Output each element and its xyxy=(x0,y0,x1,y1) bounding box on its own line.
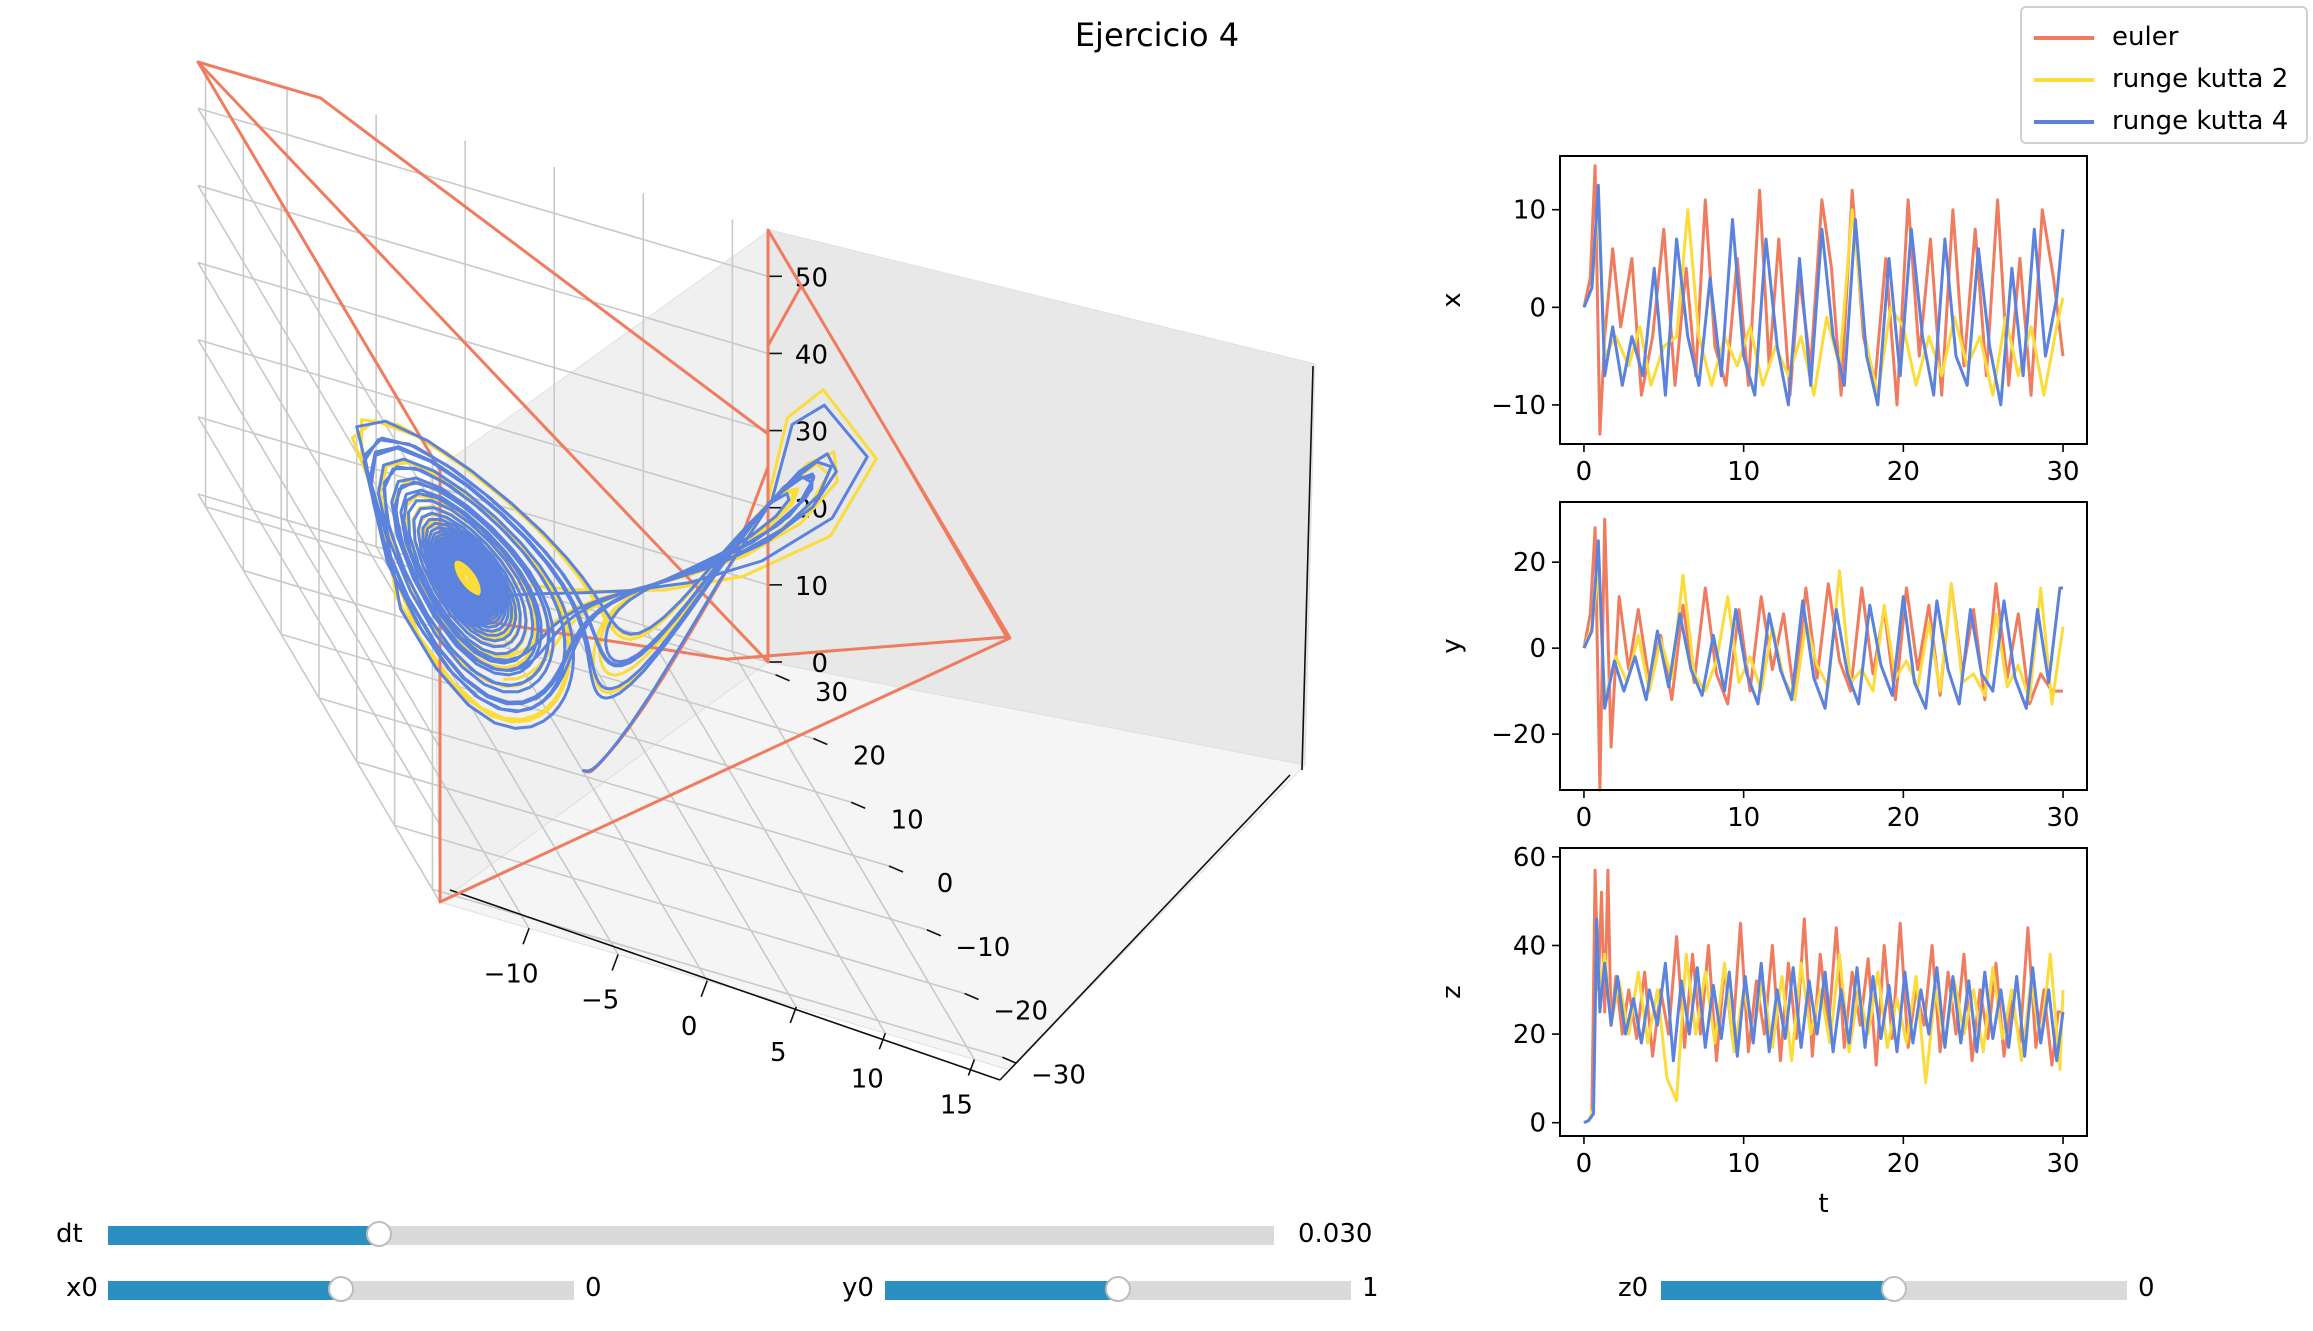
x-tick-label-x: 10 xyxy=(1727,457,1760,487)
x-axis-label: t xyxy=(1818,1189,1828,1219)
series-euler-z xyxy=(1583,868,2063,1125)
trajectory-3d-runge-kutta-4 xyxy=(355,403,869,773)
y-tick-label-z: 20 xyxy=(1513,1020,1546,1050)
y0-slider[interactable] xyxy=(885,1275,1351,1302)
z0-slider-fill xyxy=(1661,1281,1894,1300)
z0-label: z0 xyxy=(1618,1273,1649,1303)
dt-label: dt xyxy=(56,1219,83,1249)
series-euler-y xyxy=(1582,517,2063,792)
x3d-tick-label: 5 xyxy=(770,1038,787,1068)
axes-frame-z xyxy=(1559,847,2088,1137)
x-axis-line xyxy=(449,889,1001,1081)
x-tick-label-z: 30 xyxy=(2046,1149,2079,1179)
x3d-tick-label: −5 xyxy=(581,986,619,1016)
pane-floor xyxy=(438,661,1307,1071)
axes-frame-y xyxy=(1559,501,2088,791)
y-axis-label-z: z xyxy=(1437,985,1467,999)
dt-slider-fill xyxy=(108,1226,379,1245)
legend-item-euler: euler xyxy=(2034,18,2304,58)
figure-title: Ejercicio 4 xyxy=(1075,16,1239,54)
trajectories-3d xyxy=(196,60,1012,904)
x0-label: x0 xyxy=(66,1273,98,1303)
z0-slider-handle[interactable] xyxy=(1881,1275,1907,1302)
y-tick-label-z: 40 xyxy=(1513,931,1546,961)
y-tick-label-x: 10 xyxy=(1513,196,1546,226)
x0-slider[interactable] xyxy=(108,1275,574,1302)
y-tick-label-x: 0 xyxy=(1529,293,1546,323)
y0-slider-handle[interactable] xyxy=(1105,1275,1131,1302)
legend-item-rk2: runge kutta 2 xyxy=(2034,60,2304,100)
series-runge-kutta-2-x xyxy=(1582,198,2065,397)
legend: euler runge kutta 2 runge kutta 4 xyxy=(2020,6,2308,144)
dt-value: 0.030 xyxy=(1298,1219,1373,1249)
legend-swatch-euler xyxy=(2034,36,2094,40)
y-tick-label-y: 0 xyxy=(1529,634,1546,664)
y0-label: y0 xyxy=(842,1273,874,1303)
y-axis-label-x: x xyxy=(1437,292,1467,307)
x0-slider-fill xyxy=(108,1281,341,1300)
z-axis-line xyxy=(1301,365,1314,771)
x-tick-label-z: 0 xyxy=(1576,1149,1593,1179)
x-tick-label-x: 30 xyxy=(2046,457,2079,487)
y0-slider-fill xyxy=(885,1281,1118,1300)
dt-slider-handle[interactable] xyxy=(365,1220,392,1247)
y-tick-label-x: −10 xyxy=(1491,391,1546,421)
y3d-tick-label: 20 xyxy=(853,742,886,772)
dt-slider[interactable] xyxy=(108,1220,1274,1247)
legend-label-rk4: runge kutta 4 xyxy=(2112,106,2289,136)
y3d-tick-label: 30 xyxy=(815,678,848,708)
y0-value: 1 xyxy=(1362,1273,1379,1303)
y-tick-label-y: 20 xyxy=(1513,548,1546,578)
x-tick-label-x: 20 xyxy=(1887,457,1920,487)
subplot-y[interactable]: 0 10 20 30 −20 0 20 y xyxy=(1437,501,2088,833)
x3d-tick-label: −10 xyxy=(484,959,539,989)
y-tick-label-y: −20 xyxy=(1491,720,1546,750)
z0-slider[interactable] xyxy=(1661,1275,2127,1302)
x-tick-label-y: 0 xyxy=(1576,803,1593,833)
y3d-tick-label: −30 xyxy=(1031,1060,1086,1090)
y-tick-label-z: 60 xyxy=(1513,843,1546,873)
series-runge-kutta-4-x xyxy=(1582,183,2065,407)
series-runge-kutta-4-y xyxy=(1582,539,2063,710)
legend-swatch-rk4 xyxy=(2034,120,2094,124)
y-axis-line xyxy=(999,774,1291,1081)
x0-value: 0 xyxy=(585,1273,602,1303)
legend-label-rk2: runge kutta 2 xyxy=(2112,64,2289,94)
z3d-tick-label: 0 xyxy=(811,649,828,679)
subplot-z[interactable]: 0 10 20 30 0 20 40 60 z t xyxy=(1437,843,2088,1219)
legend-label-euler: euler xyxy=(2112,22,2179,52)
series-runge-kutta-2-y xyxy=(1582,569,2065,706)
y3d-tick-label: 0 xyxy=(937,869,954,899)
x-tick-label-y: 20 xyxy=(1887,803,1920,833)
subplot-x[interactable]: 0 10 20 30 −10 0 10 x xyxy=(1437,155,2088,487)
y3d-tick-label: −20 xyxy=(993,997,1048,1027)
z3d-tick-label: 30 xyxy=(795,418,828,448)
series-runge-kutta-2-z xyxy=(1583,935,2065,1125)
x-tick-label-z: 10 xyxy=(1727,1149,1760,1179)
y3d-tick-label: −10 xyxy=(955,933,1010,963)
z0-value: 0 xyxy=(2138,1273,2155,1303)
axes-frame-x xyxy=(1559,155,2088,445)
x3d-tick-label: 15 xyxy=(940,1091,973,1121)
legend-swatch-rk2 xyxy=(2034,78,2094,82)
x-tick-label-x: 0 xyxy=(1576,457,1593,487)
series-runge-kutta-4-z xyxy=(1583,917,2065,1125)
y-tick-label-z: 0 xyxy=(1529,1109,1546,1139)
x0-slider-handle[interactable] xyxy=(328,1275,354,1302)
x-tick-label-z: 20 xyxy=(1887,1149,1920,1179)
legend-item-rk4: runge kutta 4 xyxy=(2034,102,2304,142)
y3d-tick-label: 10 xyxy=(891,805,924,835)
y-axis-label-y: y xyxy=(1437,638,1467,653)
x-tick-label-y: 10 xyxy=(1727,803,1760,833)
z3d-tick-label: 10 xyxy=(795,572,828,602)
x3d-tick-label: 10 xyxy=(851,1064,884,1094)
x-tick-label-y: 30 xyxy=(2046,803,2079,833)
x3d-tick-label: 0 xyxy=(681,1012,698,1042)
z3d-tick-label: 40 xyxy=(795,340,828,370)
